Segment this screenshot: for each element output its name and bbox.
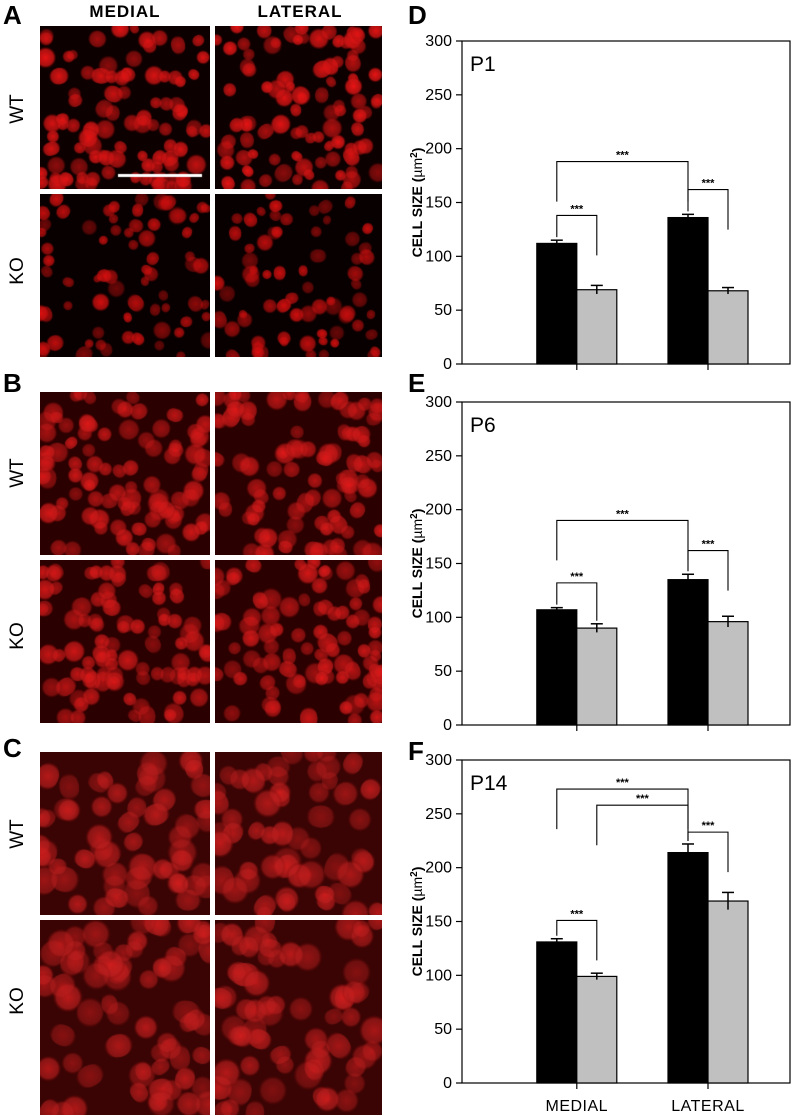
y-tick-label: 0 [443,717,452,734]
significance-bracket [596,804,689,846]
micrograph-a-wt-medial [40,26,210,189]
y-tick-label: 300 [425,33,452,50]
micrograph-a-ko-medial [40,194,210,357]
bar-medial-wt [536,609,578,726]
y-tick-label: 50 [434,302,452,319]
y-axis-title: CELL SIZE (µm2) [409,867,426,977]
significance-bracket [687,189,729,230]
micrograph-c-ko-medial [40,920,210,1115]
y-tick-label: 150 [425,195,452,212]
significance-bracket [556,519,689,561]
bar-lateral-ko [707,900,749,1084]
bar-lateral-wt [667,579,709,726]
bar-medial-ko [576,627,618,726]
period-label: P6 [470,414,496,437]
significance-label: *** [636,793,650,805]
significance-label: *** [702,178,716,190]
y-tick-label: 150 [425,914,452,931]
chart-d: 0 50 100 150 200 250 300 CELL SIZE (µm2) P1 *** **… [409,33,791,373]
bar-medial-ko [576,289,618,365]
micrograph-c-wt-lateral [215,752,382,915]
micrograph-b-wt-medial [40,392,210,555]
panel-letter-a: A [3,0,22,30]
significance-bracket [687,831,729,873]
y-axis-title: CELL SIZE (µm2) [409,148,426,258]
significance-label: *** [702,820,716,832]
y-tick-label: 0 [443,1075,452,1092]
period-label: P14 [470,772,508,795]
y-tick-label: 300 [425,752,452,769]
y-tick-label: 300 [425,394,452,411]
chart-f: 0 50 100 150 200 250 300 CELL SIZE (µm2) P14 *** *… [409,752,791,1115]
significance-label: *** [702,539,716,551]
significance-label: *** [616,777,630,789]
period-label: P1 [470,53,496,76]
y-tick-label: 100 [425,609,452,626]
significance-bracket [556,582,598,621]
y-tick-label: 100 [425,967,452,984]
micrograph-b-ko-medial [40,560,210,723]
bar-lateral-wt [667,216,709,365]
column-header-lateral: LATERAL [257,2,343,21]
panel-letter-b: B [3,368,22,398]
micrograph-c-ko-lateral [215,920,382,1115]
chart-e: 0 50 100 150 200 250 300 CELL SIZE (µm2) P6 *** **… [409,394,791,734]
significance-bracket [556,919,598,961]
bar-medial-wt [536,941,578,1084]
significance-bracket [556,788,689,830]
bar-lateral-ko [707,621,749,726]
significance-bracket [556,161,689,202]
significance-label: *** [616,150,630,162]
column-header-medial: MEDIAL [89,2,161,21]
y-tick-label: 100 [425,248,452,265]
bar-lateral-wt [667,851,709,1084]
y-tick-label: 200 [425,860,452,877]
y-tick-label: 200 [425,141,452,158]
bar-medial-wt [536,242,578,365]
y-tick-label: 50 [434,1021,452,1038]
significance-bracket [687,550,729,591]
y-tick-label: 250 [425,87,452,104]
y-tick-label: 250 [425,448,452,465]
y-tick-label: 0 [443,356,452,373]
micrograph-a-wt-lateral [215,26,382,189]
significance-bracket [556,214,598,256]
panel-letter-d: D [408,0,427,30]
y-tick-label: 150 [425,556,452,573]
category-label-lateral: LATERAL [671,1098,744,1115]
micrograph-a-ko-lateral [215,194,382,357]
micrograph-b-ko-lateral [215,560,382,723]
micrograph-c-wt-medial [40,752,210,915]
significance-label: *** [570,908,584,920]
panel-letter-f: F [408,736,424,766]
bar-lateral-ko [707,290,749,365]
bar-medial-ko [576,975,618,1084]
y-tick-label: 200 [425,502,452,519]
y-tick-label: 250 [425,806,452,823]
significance-label: *** [570,571,584,583]
panel-letter-c: C [3,733,22,763]
panel-letter-e: E [408,368,426,398]
y-tick-label: 50 [434,663,452,680]
y-axis-title: CELL SIZE (µm2) [409,509,426,619]
significance-label: *** [616,508,630,520]
micrograph-b-wt-lateral [215,392,382,555]
significance-label: *** [570,203,584,215]
category-label-medial: MEDIAL [546,1098,609,1115]
